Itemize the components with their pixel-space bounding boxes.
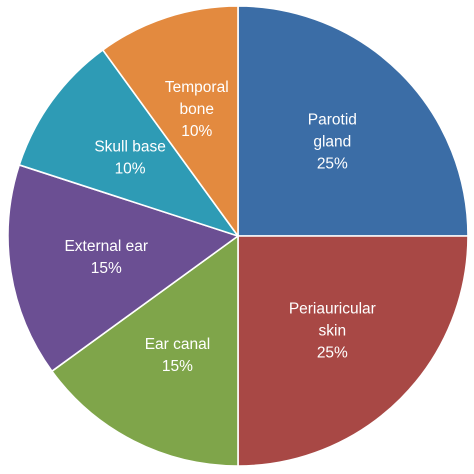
pie-percent-label: 10% (115, 161, 146, 178)
pie-slice-periauricular-skin (237, 235, 469, 467)
pie-percent-label: 10% (181, 123, 212, 140)
pie-percent-label: 15% (162, 358, 193, 375)
pie-label-temporal-bone: Temporal bone 10% (165, 79, 229, 140)
pie-category-label: bone (180, 101, 214, 118)
pie-category-label: Temporal (165, 79, 229, 96)
pie-slice-temporal-bone (102, 5, 239, 237)
pie-category-label: Skull base (94, 139, 166, 156)
pie-label-periauricular-skin: Periauricular skin 25% (289, 300, 376, 361)
pie-label-parotid-gland: Parotid gland 25% (308, 112, 357, 173)
pie-label-external-ear: External ear 15% (64, 238, 148, 277)
pie-category-label: Periauricular (289, 300, 376, 317)
pie-labels: Parotid gland 25% Periauricular skin 25% Ear c… (64, 79, 375, 375)
pie-category-label: Parotid (308, 112, 357, 129)
pie-percent-label: 25% (317, 344, 348, 361)
pie-percent-label: 15% (91, 260, 122, 277)
pie-slice-ear-canal (51, 235, 239, 467)
pie-slice-skull-base (18, 49, 239, 237)
pie-slice-external-ear (7, 164, 239, 372)
pie-category-label: gland (313, 134, 351, 151)
pie-percent-label: 25% (317, 156, 348, 173)
pie-category-label: External ear (64, 238, 148, 255)
pie-label-skull-base: Skull base 10% (94, 139, 166, 178)
pie-category-label: skin (319, 322, 347, 339)
pie-category-label: Ear canal (145, 336, 210, 353)
pie-label-ear-canal: Ear canal 15% (145, 336, 210, 375)
pie-slice-parotid-gland (237, 5, 469, 237)
pie-slices (7, 5, 469, 467)
